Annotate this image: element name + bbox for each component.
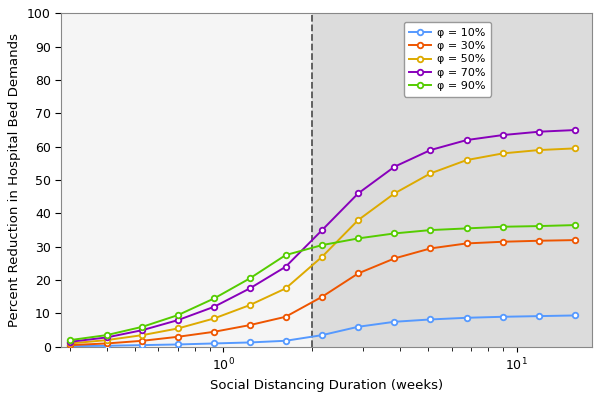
φ = 90%: [103, 333, 110, 338]
φ = 30%: [211, 329, 218, 334]
φ = 30%: [499, 239, 506, 244]
φ = 70%: [67, 339, 74, 344]
φ = 90%: [282, 253, 289, 258]
φ = 50%: [427, 171, 434, 176]
φ = 30%: [246, 323, 253, 328]
φ = 10%: [139, 343, 146, 348]
φ = 70%: [535, 129, 542, 134]
φ = 90%: [246, 276, 253, 281]
φ = 90%: [211, 296, 218, 301]
φ = 10%: [211, 341, 218, 346]
Line: φ = 30%: φ = 30%: [67, 237, 578, 348]
φ = 10%: [319, 333, 326, 338]
φ = 30%: [463, 241, 470, 246]
Line: φ = 70%: φ = 70%: [67, 127, 578, 344]
φ = 50%: [139, 333, 146, 338]
φ = 50%: [211, 316, 218, 321]
φ = 90%: [427, 228, 434, 232]
φ = 10%: [175, 342, 182, 347]
φ = 50%: [355, 218, 362, 222]
φ = 70%: [427, 148, 434, 152]
φ = 50%: [103, 338, 110, 342]
φ = 70%: [572, 128, 579, 132]
φ = 10%: [391, 319, 398, 324]
φ = 50%: [246, 303, 253, 308]
φ = 90%: [391, 231, 398, 236]
φ = 50%: [499, 151, 506, 156]
Y-axis label: Percent Reduction in Hospital Bed Demands: Percent Reduction in Hospital Bed Demand…: [8, 33, 22, 327]
φ = 10%: [427, 317, 434, 322]
φ = 90%: [463, 226, 470, 231]
φ = 10%: [499, 314, 506, 319]
φ = 30%: [139, 338, 146, 343]
φ = 10%: [463, 315, 470, 320]
φ = 30%: [103, 341, 110, 346]
φ = 70%: [246, 286, 253, 291]
φ = 10%: [246, 340, 253, 345]
φ = 90%: [67, 338, 74, 342]
φ = 50%: [175, 326, 182, 331]
φ = 90%: [499, 224, 506, 229]
φ = 50%: [391, 191, 398, 196]
φ = 10%: [282, 338, 289, 343]
φ = 50%: [319, 254, 326, 259]
φ = 90%: [175, 313, 182, 318]
φ = 70%: [139, 328, 146, 332]
φ = 30%: [282, 314, 289, 319]
φ = 30%: [572, 238, 579, 242]
φ = 90%: [355, 236, 362, 241]
φ = 90%: [572, 223, 579, 228]
φ = 50%: [572, 146, 579, 151]
φ = 30%: [67, 343, 74, 348]
φ = 30%: [535, 238, 542, 243]
φ = 70%: [391, 164, 398, 169]
φ = 70%: [175, 318, 182, 322]
φ = 70%: [463, 138, 470, 142]
φ = 70%: [211, 304, 218, 309]
φ = 50%: [535, 148, 542, 152]
φ = 30%: [319, 294, 326, 299]
φ = 30%: [427, 246, 434, 251]
φ = 90%: [139, 324, 146, 329]
φ = 30%: [391, 256, 398, 261]
φ = 30%: [175, 334, 182, 339]
Line: φ = 90%: φ = 90%: [67, 222, 578, 343]
φ = 10%: [535, 314, 542, 318]
φ = 10%: [572, 313, 579, 318]
φ = 50%: [67, 341, 74, 346]
Line: φ = 50%: φ = 50%: [67, 146, 578, 346]
φ = 10%: [67, 344, 74, 348]
φ = 70%: [319, 228, 326, 232]
φ = 10%: [355, 324, 362, 329]
Bar: [61, 13, 311, 347]
φ = 30%: [355, 271, 362, 276]
φ = 50%: [463, 158, 470, 162]
Legend: φ = 10%, φ = 30%, φ = 50%, φ = 70%, φ = 90%: φ = 10%, φ = 30%, φ = 50%, φ = 70%, φ = …: [404, 22, 491, 97]
X-axis label: Social Distancing Duration (weeks): Social Distancing Duration (weeks): [210, 379, 443, 392]
φ = 70%: [103, 335, 110, 340]
φ = 70%: [355, 191, 362, 196]
Line: φ = 10%: φ = 10%: [67, 313, 578, 349]
Bar: [311, 13, 592, 347]
φ = 90%: [535, 224, 542, 228]
φ = 70%: [499, 133, 506, 138]
φ = 70%: [282, 264, 289, 269]
φ = 50%: [282, 286, 289, 291]
φ = 10%: [103, 343, 110, 348]
φ = 90%: [319, 243, 326, 248]
